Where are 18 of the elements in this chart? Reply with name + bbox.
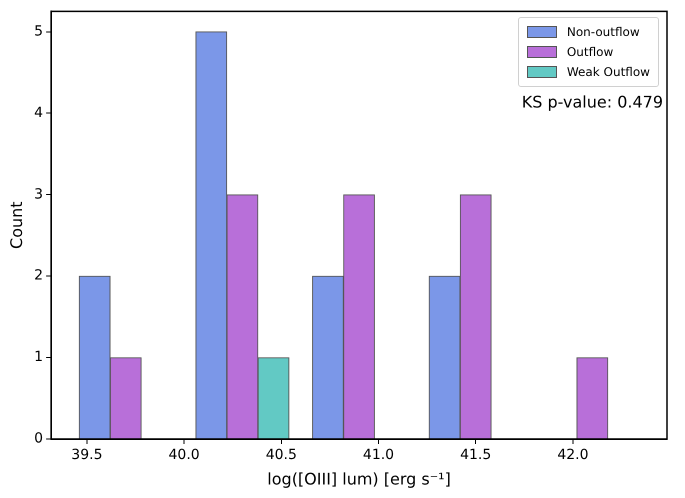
annotation: KS p-value: 0.479 (522, 92, 663, 112)
x-tick-label: 40.0 (168, 447, 200, 464)
y-tick-label: 3 (34, 186, 44, 202)
y-tick-label: 1 (34, 349, 44, 366)
y-tick-label: 0 (34, 430, 44, 447)
y-axis-title: Count (6, 201, 26, 249)
x-tick-label: 40.5 (266, 447, 297, 464)
x-tick-label: 39.5 (71, 447, 102, 464)
y-tick-label: 2 (34, 268, 44, 284)
x-axis-title: log([OIII] lum) [erg s⁻¹] (267, 470, 451, 489)
legend-label: Weak Outflow (566, 65, 650, 80)
x-tick-label: 42.0 (557, 447, 588, 464)
x-tick-label: 41.5 (460, 447, 492, 464)
x-tick-label: 41.0 (362, 447, 394, 464)
y-tick-label: 5 (34, 23, 44, 40)
legend-label: Non-outflow (566, 25, 640, 40)
legend-label: Outflow (566, 45, 614, 60)
y-tick-label: 4 (34, 104, 44, 121)
